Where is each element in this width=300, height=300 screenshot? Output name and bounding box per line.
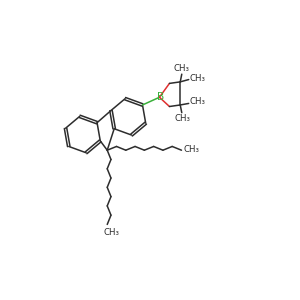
Text: CH₃: CH₃ [174, 64, 190, 73]
Text: CH₃: CH₃ [189, 98, 205, 106]
Text: CH₃: CH₃ [189, 74, 205, 82]
Text: CH₃: CH₃ [103, 228, 119, 237]
Text: CH₃: CH₃ [184, 145, 200, 154]
Text: CH₃: CH₃ [175, 114, 190, 123]
Text: B: B [158, 92, 165, 102]
